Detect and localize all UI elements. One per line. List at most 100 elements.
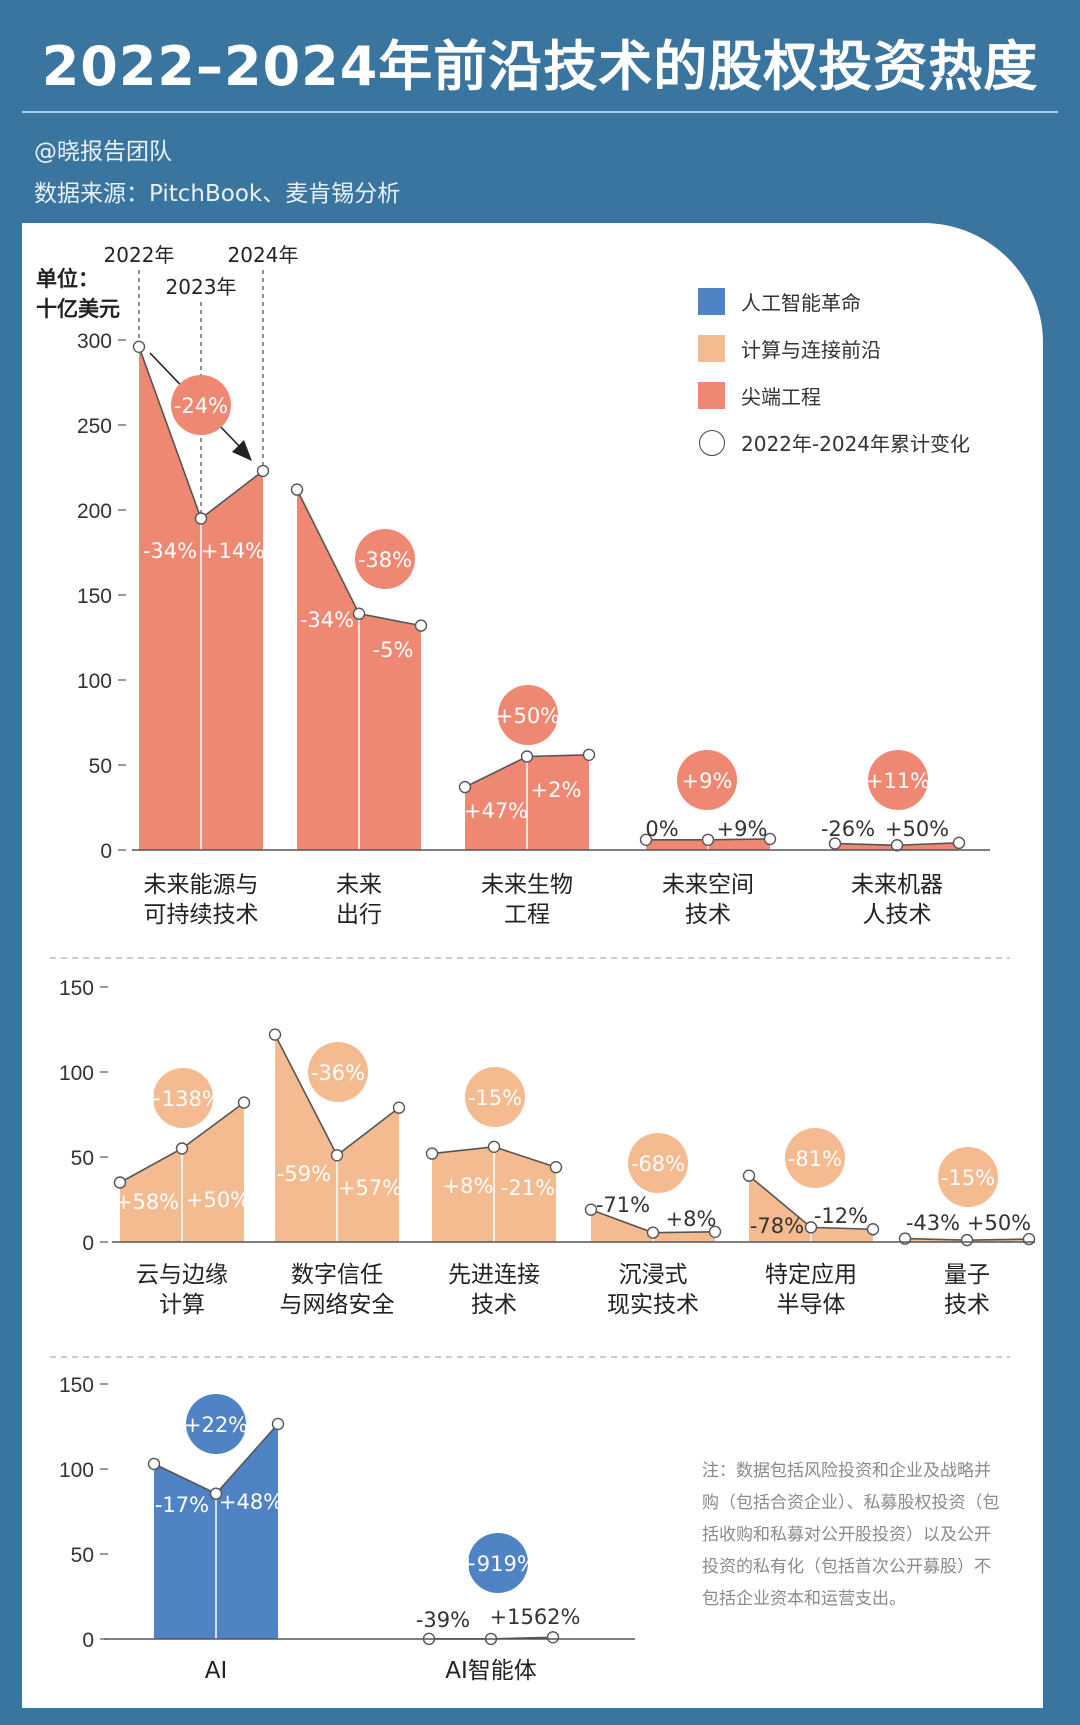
unit-label: 十亿美元 bbox=[36, 297, 120, 321]
cumulative-change-label: -15% bbox=[468, 1086, 522, 1110]
segment-change-label: +9% bbox=[717, 817, 768, 841]
data-point bbox=[256, 464, 270, 478]
segment-change-label: -39% bbox=[416, 1608, 470, 1632]
category-label: 可持续技术 bbox=[144, 902, 259, 928]
data-point bbox=[582, 748, 596, 761]
year-label: 2024年 bbox=[228, 243, 299, 267]
data-point bbox=[804, 1221, 818, 1234]
category-label: 未来机器 bbox=[851, 872, 943, 898]
data-point bbox=[866, 1223, 880, 1236]
data-point bbox=[209, 1487, 223, 1500]
data-point bbox=[147, 1457, 161, 1471]
category-label: 半导体 bbox=[777, 1292, 846, 1318]
data-point bbox=[113, 1176, 127, 1189]
cumulative-change-label: +50% bbox=[496, 704, 560, 728]
cumulative-change-label: +919% bbox=[459, 1552, 537, 1576]
year-label: 2022年 bbox=[104, 243, 175, 267]
segment-change-label: -17% bbox=[155, 1493, 209, 1517]
data-point bbox=[890, 839, 904, 852]
category-label: 与网络安全 bbox=[280, 1292, 395, 1318]
cumulative-change-label: +22% bbox=[184, 1413, 248, 1437]
segment-change-label: +58% bbox=[115, 1190, 179, 1214]
legend-label: 2022年-2024年累计变化 bbox=[741, 432, 971, 456]
unit-label: 单位： bbox=[36, 267, 99, 291]
data-point bbox=[330, 1149, 344, 1162]
category-label: 现实技术 bbox=[607, 1292, 699, 1318]
area-mark bbox=[591, 1209, 715, 1242]
legend-label: 尖端工程 bbox=[741, 385, 821, 409]
cumulative-change-bubble bbox=[186, 1394, 246, 1454]
legend-swatch bbox=[698, 288, 725, 315]
data-point bbox=[742, 1169, 756, 1182]
data-point bbox=[458, 780, 472, 794]
data-point bbox=[1022, 1232, 1036, 1246]
segment-change-label: +48% bbox=[219, 1490, 283, 1514]
y-tick-label: 100 bbox=[59, 1062, 94, 1085]
segment-change-label: +50% bbox=[967, 1211, 1031, 1235]
segment-change-label: +8% bbox=[666, 1207, 717, 1231]
cumulative-change-bubble bbox=[153, 1068, 213, 1128]
category-label: 未来 bbox=[336, 872, 382, 898]
y-tick-label: 0 bbox=[82, 1232, 94, 1255]
data-point bbox=[701, 833, 715, 846]
legend-item-cumulative: 2022年-2024年累计变化 bbox=[698, 419, 970, 466]
data-point bbox=[425, 1147, 439, 1160]
segment-change-label: +1562% bbox=[490, 1605, 581, 1629]
y-tick-label: 0 bbox=[100, 840, 112, 863]
category-label: 工程 bbox=[504, 902, 550, 928]
category-label: 人技术 bbox=[863, 902, 932, 928]
legend-item-engineering: 尖端工程 bbox=[698, 372, 970, 419]
category-label: 数字信任 bbox=[291, 1262, 383, 1288]
cumulative-change-label: +11% bbox=[866, 769, 930, 793]
category-label: 未来生物 bbox=[481, 872, 573, 898]
cumulative-change-label: -24% bbox=[174, 394, 228, 418]
cumulative-change-label: -38% bbox=[358, 548, 412, 572]
legend-swatch bbox=[698, 382, 725, 409]
segment-change-label: -5% bbox=[373, 638, 414, 662]
y-tick-label: 100 bbox=[59, 1459, 94, 1482]
segment-change-label: +8% bbox=[443, 1174, 494, 1198]
cumulative-change-bubble bbox=[938, 1147, 998, 1207]
category-label: AI智能体 bbox=[445, 1658, 537, 1684]
y-tick-label: 200 bbox=[77, 500, 112, 523]
data-point bbox=[352, 607, 366, 620]
legend: 人工智能革命 计算与连接前沿 尖端工程 2022年-2024年累计变化 bbox=[698, 278, 970, 466]
segment-change-label: +14% bbox=[201, 539, 265, 563]
data-point bbox=[414, 619, 428, 632]
legend-label: 人工智能革命 bbox=[741, 291, 861, 315]
y-tick-label: 250 bbox=[77, 415, 112, 438]
category-label: 沉浸式 bbox=[619, 1262, 688, 1288]
data-point bbox=[237, 1096, 251, 1109]
data-source: 数据来源：PitchBook、麦肯锡分析 bbox=[34, 181, 401, 207]
segment-change-label: -43% bbox=[906, 1211, 960, 1235]
segment-change-label: +50% bbox=[186, 1188, 250, 1212]
cumulative-change-bubble bbox=[785, 1128, 845, 1188]
data-point bbox=[952, 836, 966, 850]
y-tick-label: 50 bbox=[89, 755, 112, 778]
category-label: 出行 bbox=[336, 902, 382, 928]
circle-marker-icon bbox=[699, 429, 725, 456]
data-point bbox=[520, 750, 534, 763]
legend-label: 计算与连接前沿 bbox=[741, 338, 881, 362]
cumulative-change-bubble bbox=[465, 1067, 525, 1127]
year-label: 2023年 bbox=[166, 275, 237, 299]
category-label: 技术 bbox=[685, 902, 731, 928]
segment-change-label: -34% bbox=[143, 539, 197, 563]
y-tick-label: 50 bbox=[71, 1544, 94, 1567]
cumulative-change-bubble bbox=[498, 685, 558, 745]
segment-change-label: -21% bbox=[501, 1176, 555, 1200]
data-point bbox=[290, 483, 304, 496]
segment-change-label: -26% bbox=[821, 817, 875, 841]
y-tick-label: 150 bbox=[59, 977, 94, 1000]
cumulative-change-bubble bbox=[628, 1133, 688, 1193]
category-label: 特定应用 bbox=[765, 1262, 857, 1288]
data-point bbox=[960, 1233, 974, 1247]
cumulative-change-label: -36% bbox=[311, 1061, 365, 1085]
category-label: 技术 bbox=[471, 1292, 517, 1318]
segment-change-label: +2% bbox=[531, 778, 582, 802]
category-label: AI bbox=[205, 1658, 228, 1684]
legend-item-compute: 计算与连接前沿 bbox=[698, 325, 970, 372]
cumulative-change-bubble bbox=[171, 375, 231, 435]
cumulative-change-label: +9% bbox=[682, 769, 733, 793]
